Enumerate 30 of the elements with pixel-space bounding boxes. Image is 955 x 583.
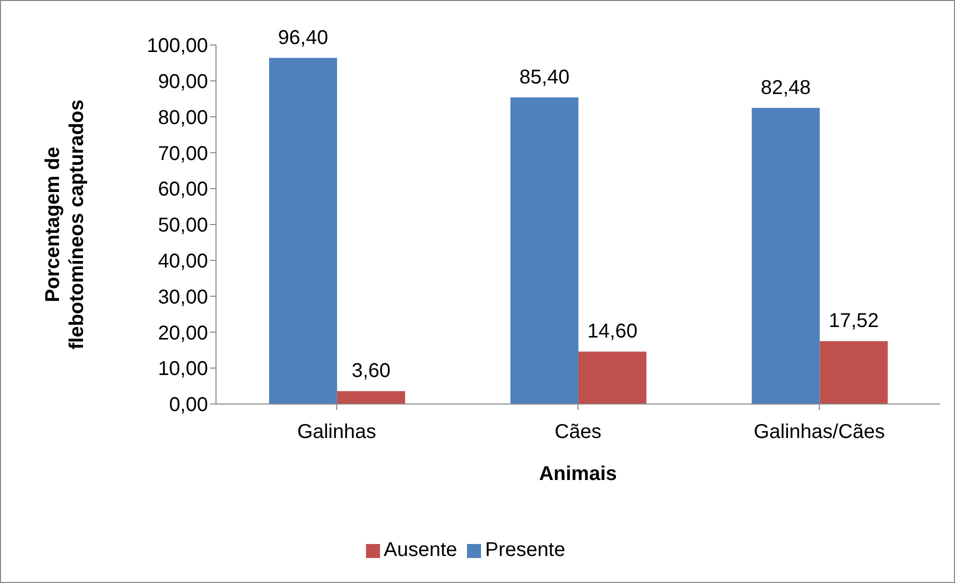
x-tick-label: Galinhas [297,421,376,444]
y-tick-label: 20,00 [158,322,208,344]
bar [820,341,888,404]
bar [752,108,820,404]
bar [578,352,646,404]
legend-label: Ausente [384,539,458,561]
data-label: 14,60 [587,320,638,343]
y-tick-label: 60,00 [158,178,208,201]
bar [269,58,338,404]
y-tick-label: 70,00 [158,142,208,165]
bar [510,97,578,404]
bar [337,391,406,404]
y-tick-label: 80,00 [158,106,208,129]
data-label: 3,60 [352,360,391,382]
y-tick-label: 90,00 [158,71,208,93]
y-tick-label: 30,00 [158,286,208,308]
legend-label: Presente [485,539,566,561]
x-axis-title: Animais [539,463,617,486]
data-label: 85,40 [519,66,570,88]
y-tick-label: 10,00 [158,358,208,380]
y-tick-label: 100,00 [146,35,208,58]
data-label: 96,40 [278,26,328,49]
y-tick-label: 40,00 [158,250,208,272]
data-label: 82,48 [760,76,811,99]
x-tick-label: Galinhas/Cães [754,421,885,444]
x-tick-label: Cães [554,421,602,444]
data-label: 17,52 [828,310,879,332]
y-axis-title: Porcentagem de flebotomíneos capturados [42,99,88,350]
y-tick-label: 0,00 [169,394,208,416]
y-tick-label: 50,00 [158,214,208,237]
